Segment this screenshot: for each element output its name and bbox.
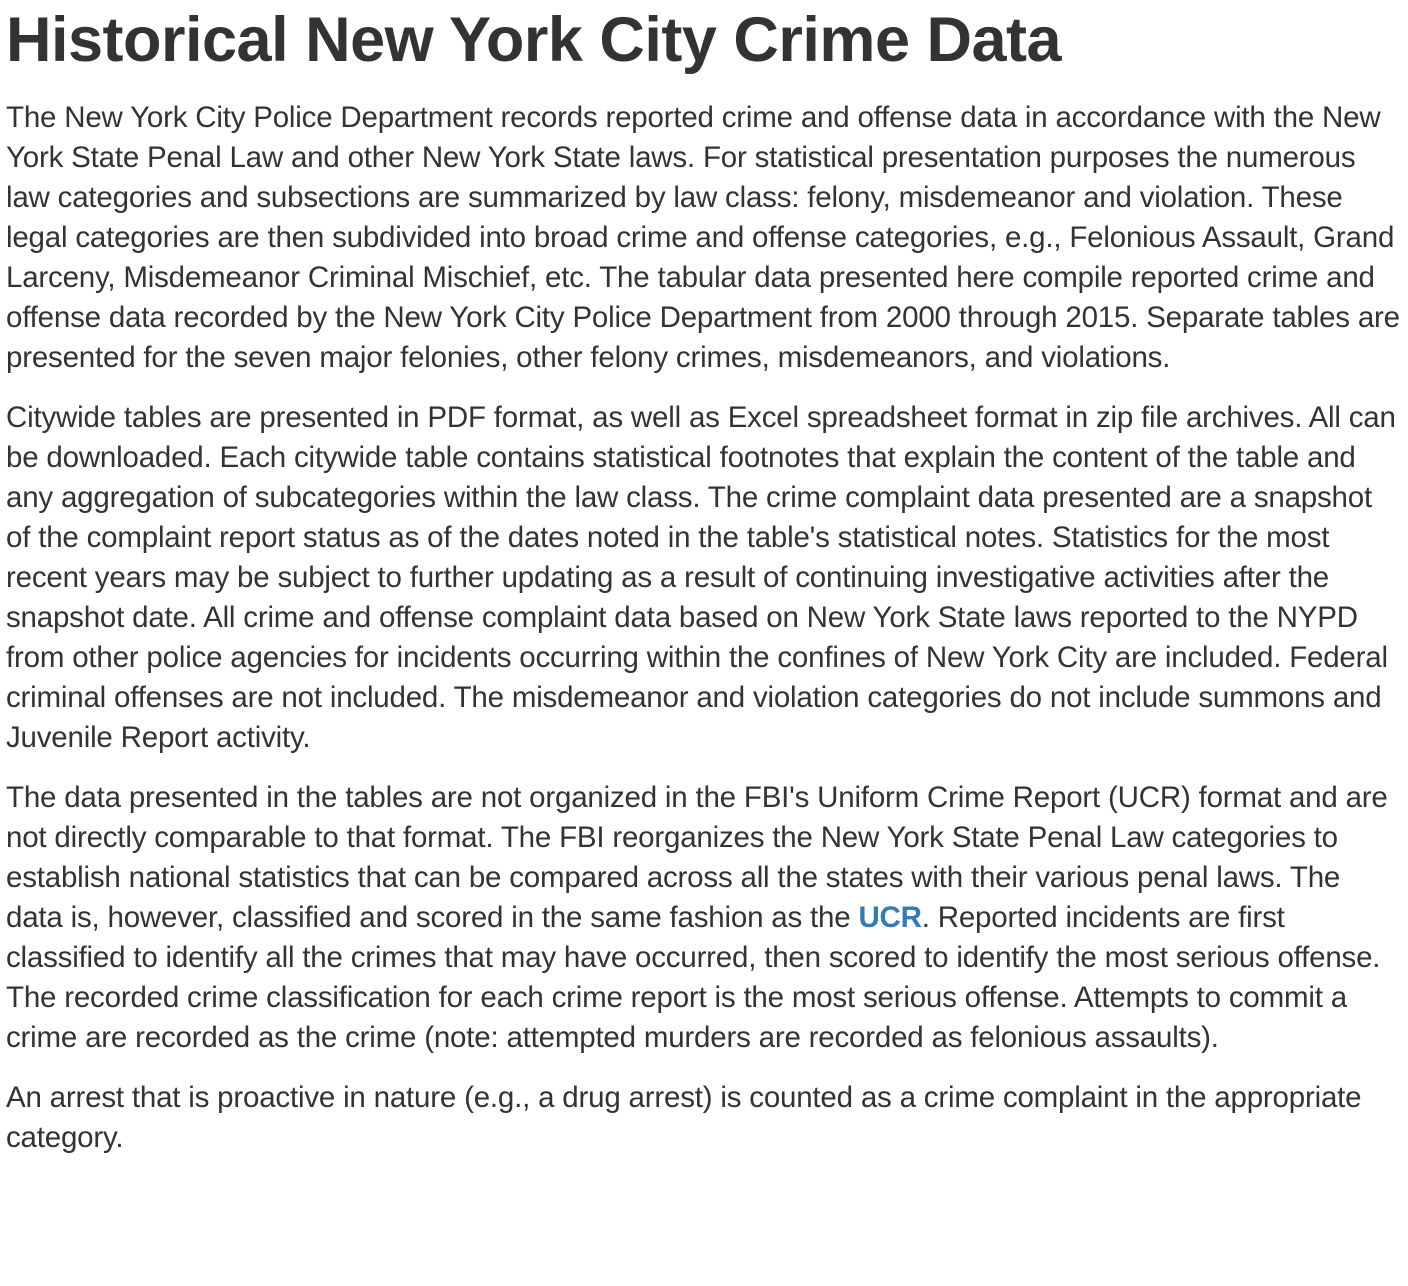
- ucr-format-paragraph: The data presented in the tables are not…: [6, 778, 1402, 1058]
- ucr-paragraph-text-before: The data presented in the tables are not…: [6, 781, 1388, 934]
- ucr-paragraph-text-after: . Reported incidents are first classifie…: [6, 901, 1381, 1054]
- arrest-paragraph: An arrest that is proactive in nature (e…: [6, 1081, 1362, 1154]
- page-content: Historical New York City Crime Data The …: [6, 5, 1402, 1154]
- citywide-tables-paragraph: Citywide tables are presented in PDF for…: [6, 401, 1396, 754]
- page-title: Historical New York City Crime Data: [6, 5, 1062, 75]
- ucr-link[interactable]: UCR: [858, 901, 922, 934]
- intro-paragraph: The New York City Police Department reco…: [6, 101, 1400, 374]
